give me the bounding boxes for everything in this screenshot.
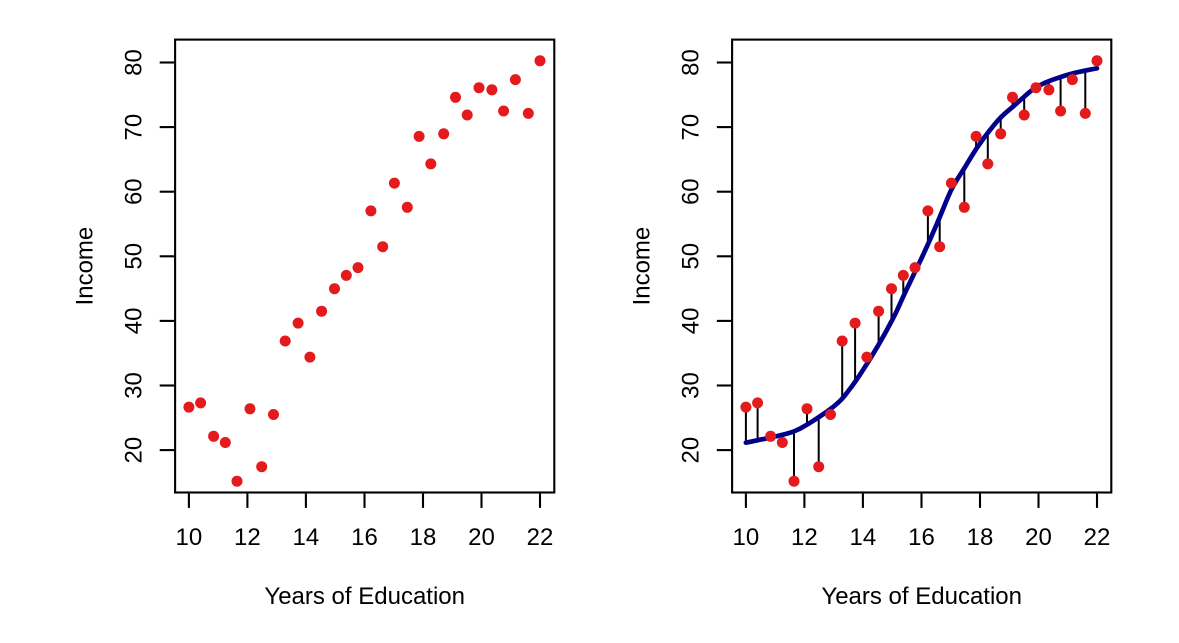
svg-text:20: 20	[120, 437, 147, 464]
svg-text:20: 20	[1025, 524, 1052, 551]
svg-text:14: 14	[850, 524, 877, 551]
svg-text:70: 70	[120, 114, 147, 141]
svg-text:40: 40	[677, 308, 704, 335]
svg-text:50: 50	[120, 243, 147, 270]
svg-text:80: 80	[677, 49, 704, 76]
svg-text:Years of Education: Years of Education	[264, 583, 465, 610]
svg-text:Years of Education: Years of Education	[821, 583, 1022, 610]
svg-text:Income: Income	[628, 227, 655, 306]
svg-text:22: 22	[1084, 524, 1111, 551]
svg-text:30: 30	[677, 372, 704, 399]
svg-text:12: 12	[234, 524, 261, 551]
svg-text:50: 50	[677, 243, 704, 270]
svg-text:30: 30	[120, 372, 147, 399]
svg-text:14: 14	[293, 524, 320, 551]
svg-text:22: 22	[527, 524, 554, 551]
svg-text:80: 80	[120, 49, 147, 76]
svg-text:70: 70	[677, 114, 704, 141]
svg-text:60: 60	[120, 178, 147, 205]
svg-text:10: 10	[733, 524, 760, 551]
svg-text:18: 18	[967, 524, 994, 551]
svg-text:12: 12	[791, 524, 818, 551]
svg-text:16: 16	[908, 524, 935, 551]
svg-text:18: 18	[410, 524, 437, 551]
svg-text:60: 60	[677, 178, 704, 205]
svg-text:40: 40	[120, 308, 147, 335]
svg-text:20: 20	[677, 437, 704, 464]
svg-text:Income: Income	[71, 227, 98, 306]
svg-text:10: 10	[176, 524, 203, 551]
svg-text:20: 20	[468, 524, 495, 551]
svg-text:16: 16	[351, 524, 378, 551]
